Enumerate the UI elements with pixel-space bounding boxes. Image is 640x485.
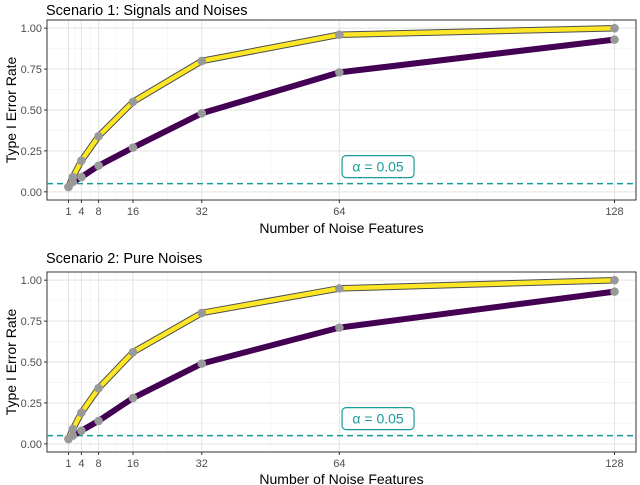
data-point: [128, 97, 138, 107]
data-point: [77, 156, 86, 166]
reference-label-text: α = 0.05: [352, 411, 404, 427]
x-tick-label: 4: [78, 458, 84, 470]
data-point: [77, 408, 86, 418]
x-tick-label: 1: [65, 458, 71, 470]
x-tick-label: 8: [96, 206, 102, 218]
data-point: [610, 35, 619, 44]
y-tick-label: 0.00: [21, 439, 42, 451]
x-tick-label: 128: [605, 458, 623, 470]
y-tick-label: 0.50: [21, 105, 42, 117]
reference-label-text: α = 0.05: [352, 159, 404, 175]
data-point: [128, 143, 138, 152]
panel-title: Scenario 1: Signals and Noises: [46, 3, 248, 19]
data-point: [77, 172, 86, 182]
data-point: [610, 287, 619, 296]
x-tick-label: 32: [196, 458, 208, 470]
chart-panel-1: Scenario 1: Signals and Noises 0.00 0.25 0.…: [3, 3, 637, 236]
data-point: [610, 23, 619, 33]
data-point: [197, 108, 207, 118]
data-point: [68, 172, 78, 182]
data-point: [335, 323, 344, 332]
data-point: [335, 30, 344, 40]
reference-label: α = 0.05: [341, 407, 415, 431]
y-tick-label: 0.50: [21, 357, 42, 369]
y-axis-label: Type I Error Rate: [3, 56, 19, 163]
data-point: [128, 347, 138, 357]
data-point: [94, 161, 103, 170]
y-tick-label: 0.75: [21, 316, 42, 328]
data-point: [77, 426, 86, 436]
x-axis-label: Number of Noise Features: [259, 220, 423, 236]
x-tick-label: 64: [333, 206, 345, 218]
data-point: [335, 68, 344, 77]
x-tick-label: 1: [65, 206, 71, 218]
data-point: [64, 182, 73, 192]
data-point: [128, 393, 138, 403]
y-tick-label: 0.25: [21, 146, 42, 158]
reference-label: α = 0.05: [341, 155, 415, 179]
y-tick-label: 0.00: [21, 187, 42, 199]
data-point: [94, 383, 103, 393]
y-tick-label: 1.00: [21, 23, 42, 35]
chart-panel-2: Scenario 2: Pure Noises 0.00 0.25 0.50 0.75 1…: [3, 251, 637, 485]
reference-label-box: [341, 407, 415, 431]
y-axis-label: Type I Error Rate: [3, 308, 19, 415]
data-point: [68, 424, 78, 434]
y-tick-label: 0.75: [21, 64, 42, 76]
data-point: [197, 308, 207, 318]
data-point: [94, 416, 103, 426]
data-point: [94, 131, 103, 141]
grid: [47, 272, 636, 452]
panel-title: Scenario 2: Pure Noises: [46, 251, 202, 267]
x-tick-label: 128: [605, 206, 623, 218]
x-tick-label: 4: [78, 206, 84, 218]
data-point: [197, 359, 207, 368]
x-tick-label: 64: [333, 458, 345, 470]
x-axis-label: Number of Noise Features: [259, 471, 423, 485]
reference-label-box: [341, 155, 415, 179]
y-tick-label: 0.25: [21, 398, 42, 410]
x-tick-label: 16: [127, 206, 139, 218]
data-point: [610, 275, 619, 285]
x-tick-label: 32: [196, 206, 208, 218]
x-tick-label: 16: [127, 458, 139, 470]
y-tick-label: 1.00: [21, 275, 42, 287]
data-point: [197, 56, 207, 66]
data-point: [64, 434, 73, 444]
data-point: [335, 284, 344, 293]
x-tick-label: 8: [96, 458, 102, 470]
